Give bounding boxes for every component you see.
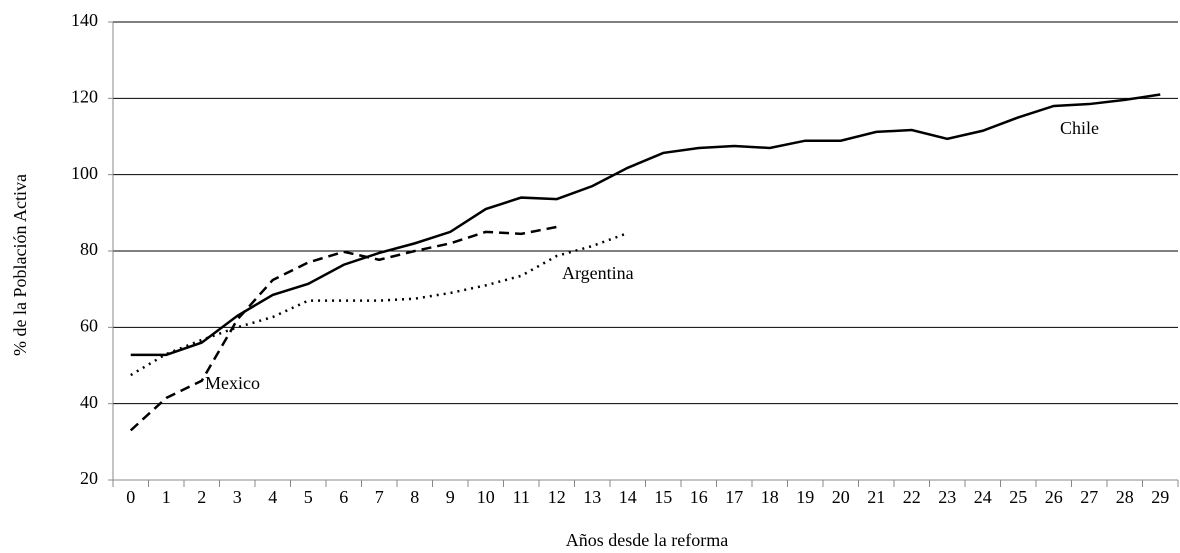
x-tick-label: 9: [446, 487, 455, 507]
x-tick-label: 28: [1116, 487, 1134, 507]
x-tick-label: 13: [583, 487, 601, 507]
x-tick-label: 14: [619, 487, 637, 507]
x-tick-label: 0: [126, 487, 135, 507]
y-tick-label: 100: [71, 163, 98, 183]
x-tick-label: 23: [938, 487, 956, 507]
y-tick-label: 40: [80, 392, 98, 412]
x-tick-label: 5: [304, 487, 313, 507]
x-tick-label: 25: [1009, 487, 1027, 507]
x-tick-label: 20: [832, 487, 850, 507]
y-tick-label: 120: [71, 86, 98, 106]
y-tick-label: 140: [71, 10, 98, 30]
x-tick-label: 18: [761, 487, 779, 507]
x-tick-label: 29: [1151, 487, 1169, 507]
series-line: [130, 93, 1161, 357]
x-tick-label: 16: [690, 487, 708, 507]
y-axis-title: % de la Población Activa: [10, 174, 30, 356]
y-tick-label: 80: [80, 239, 98, 259]
series-line: [130, 231, 629, 377]
x-tick-label: 1: [162, 487, 171, 507]
y-tick-label: 20: [80, 468, 98, 488]
x-tick-label: 24: [974, 487, 992, 507]
x-tick-label: 11: [513, 487, 530, 507]
series-label: Mexico: [205, 373, 260, 393]
x-tick-label: 26: [1045, 487, 1063, 507]
series-label: Chile: [1060, 118, 1099, 138]
x-tick-label: 7: [375, 487, 384, 507]
x-tick-label: 17: [725, 487, 743, 507]
x-tick-label: 2: [197, 487, 206, 507]
x-tick-label: 12: [548, 487, 566, 507]
x-tick-label: 19: [796, 487, 814, 507]
x-tick-label: 4: [268, 487, 277, 507]
x-tick-label: 21: [867, 487, 885, 507]
x-tick-label: 8: [410, 487, 419, 507]
x-axis-title: Años desde la reforma: [566, 530, 728, 550]
x-tick-label: 3: [233, 487, 242, 507]
x-tick-label: 22: [903, 487, 921, 507]
x-tick-label: 6: [339, 487, 348, 507]
x-tick-label: 15: [654, 487, 672, 507]
x-tick-label: 27: [1080, 487, 1098, 507]
series-line: [129, 225, 557, 432]
x-tick-label: 10: [477, 487, 495, 507]
series-label: Argentina: [562, 263, 634, 283]
y-tick-label: 60: [80, 315, 98, 335]
